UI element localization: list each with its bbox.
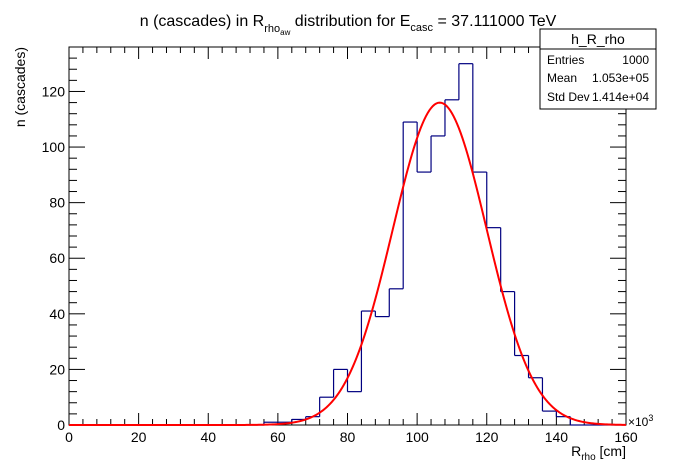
title-middle: distribution for E	[290, 13, 410, 30]
x-tick-label: 140	[545, 429, 569, 445]
stats-entries-label: Entries	[547, 53, 584, 67]
y-tick-label: 0	[57, 417, 65, 433]
stats-entries-value: 1000	[622, 53, 649, 67]
stats-stddev-label: Std Dev	[547, 90, 590, 104]
title-prefix: n (cascades) in R	[140, 13, 265, 30]
x-tick-label: 80	[340, 429, 356, 445]
stats-box-frame	[539, 28, 657, 110]
x-tick-label: 120	[475, 429, 499, 445]
stats-mean-label: Mean	[547, 71, 577, 85]
x-axis-label-sub: rho	[581, 452, 596, 463]
x-exponent-power: 3	[648, 413, 653, 423]
x-axis-label-main: R	[571, 443, 581, 459]
x-tick-label: 100	[405, 429, 429, 445]
stats-box: h_R_rho Entries 1000 Mean 1.053e+05 Std …	[539, 28, 657, 110]
x-tick-label: 40	[200, 429, 216, 445]
x-axis-label: Rrho [cm]	[571, 443, 626, 463]
y-tick-label: 40	[49, 306, 65, 322]
gaussian-fit-curve	[69, 101, 627, 426]
stats-box-title: h_R_rho	[571, 31, 625, 47]
x-tick-label: 0	[65, 429, 73, 445]
x-exponent-base: ×10	[628, 415, 649, 429]
y-tick-label: 60	[49, 250, 65, 266]
title-sub-rho: rho	[264, 23, 280, 35]
x-tick-label: 20	[131, 429, 147, 445]
stats-mean-value: 1.053e+05	[592, 71, 649, 85]
y-tick-label: 120	[42, 83, 66, 99]
title-suffix: = 37.111000 TeV	[433, 13, 557, 30]
chart-title: n (cascades) in Rrhoaw distribution for …	[140, 13, 557, 37]
y-axis-label: n (cascades)	[12, 47, 28, 127]
fit-series	[69, 101, 627, 426]
title-sub-aw: aw	[280, 28, 290, 37]
title-sub-casc: casc	[410, 22, 433, 34]
y-tick-label: 100	[42, 139, 66, 155]
histogram-series	[69, 63, 626, 426]
x-axis-label-unit: [cm]	[596, 443, 626, 459]
x-axis-exponent: ×103	[628, 413, 653, 429]
y-tick-label: 20	[49, 361, 65, 377]
stats-stddev-value: 1.414e+04	[592, 90, 649, 104]
x-tick-label: 160	[614, 429, 638, 445]
y-tick-label: 80	[49, 195, 65, 211]
x-tick-label: 60	[270, 429, 286, 445]
